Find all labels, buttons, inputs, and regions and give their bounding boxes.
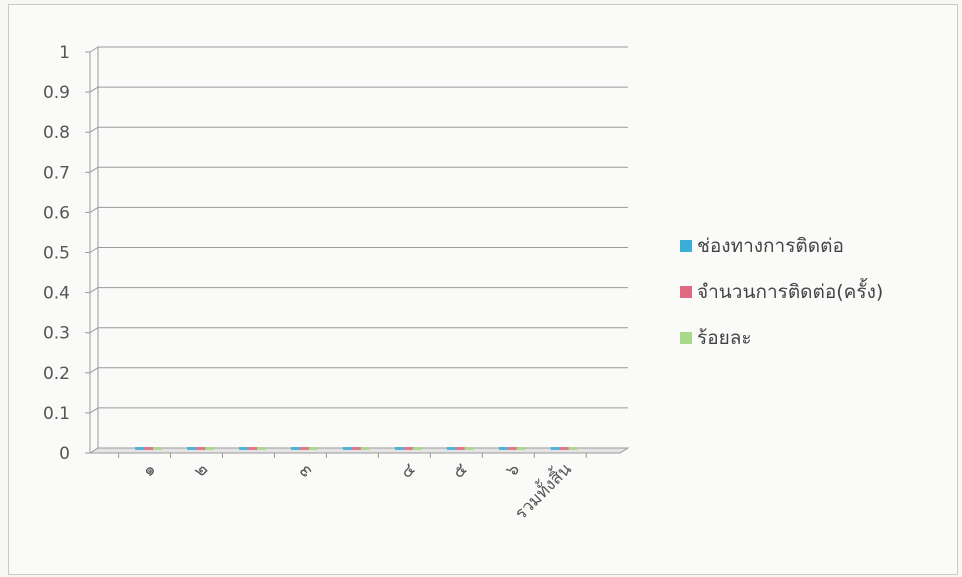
y-tick-label: 0.8: [43, 123, 70, 143]
bar: [464, 447, 474, 450]
x-tick-label: ๒: [190, 459, 212, 481]
x-tick-label: ๕: [449, 459, 472, 482]
x-tick-label: รวมทั้งสิ้น: [509, 457, 576, 524]
gridline-side: [89, 166, 99, 173]
bar: [559, 447, 569, 450]
y-tick-label: 0.3: [43, 324, 70, 344]
bar: [351, 447, 361, 450]
axes: [85, 47, 630, 458]
bar: [196, 447, 206, 450]
legend-label: ช่องทางการติดต่อ: [697, 235, 844, 257]
gridline-side: [89, 247, 99, 253]
x-tick-label: ๔: [397, 459, 420, 482]
bar: [342, 447, 352, 450]
bar: [516, 447, 526, 450]
y-tick-label: 0.1: [43, 404, 70, 424]
y-tick-label: 1: [59, 43, 70, 63]
bar: [290, 447, 300, 450]
legend-swatch: [680, 240, 692, 252]
gridline-side: [89, 206, 99, 213]
bar: [507, 447, 517, 450]
bar: [455, 447, 465, 450]
legend: ช่องทางการติดต่อจำนวนการติดต่อ(ครั้ง) ร้อ…: [680, 235, 883, 349]
chart-frame: [8, 4, 958, 575]
bar: [299, 447, 309, 450]
gridline-side: [89, 126, 99, 133]
bar: [308, 447, 318, 450]
legend-swatch: [680, 332, 692, 344]
legend-label: ร้อยละ: [697, 327, 752, 349]
gridline-side: [89, 327, 99, 334]
x-tick-label: ๓: [294, 459, 316, 481]
bar: [412, 447, 422, 450]
y-tick-label: 0.4: [43, 284, 70, 304]
legend-swatch: [680, 286, 692, 298]
gridlines: [89, 46, 628, 454]
bar: [247, 447, 257, 450]
x-tick-label: ๑: [138, 459, 160, 481]
bar: [256, 447, 266, 450]
y-tick-labels: 0 0.1 0.2 0.3 0.4 0.5 0.6 0.7 0.8 0.9 1: [43, 43, 70, 464]
y-tick-label: 0.5: [43, 244, 70, 264]
bar: [135, 447, 145, 450]
bar: [498, 447, 508, 450]
x-tick-label: ๖: [502, 459, 524, 481]
gridline-side: [89, 367, 99, 374]
bar: [187, 447, 197, 450]
y-tick-label: 0.7: [43, 163, 70, 183]
gridline-side: [89, 287, 99, 294]
bar: [205, 447, 215, 450]
gridline-side: [89, 86, 99, 93]
legend-label: จำนวนการติดต่อ(ครั้ง): [697, 278, 883, 303]
bar: [238, 447, 248, 450]
y-tick-label: 0.9: [43, 83, 70, 103]
bar: [446, 447, 456, 450]
y-tick-label: 0.2: [43, 364, 70, 384]
bar: [568, 447, 578, 450]
bar: [403, 447, 413, 450]
bar: [153, 447, 163, 450]
bar: [394, 447, 404, 450]
y-tick-label: 0.6: [43, 203, 70, 223]
bar: [144, 447, 154, 450]
y-tick-label: 0: [59, 444, 70, 464]
bar: [360, 447, 370, 450]
gridline-side: [89, 407, 99, 414]
bar: [550, 447, 560, 450]
gridline-side: [89, 46, 99, 53]
bars: [135, 447, 578, 450]
